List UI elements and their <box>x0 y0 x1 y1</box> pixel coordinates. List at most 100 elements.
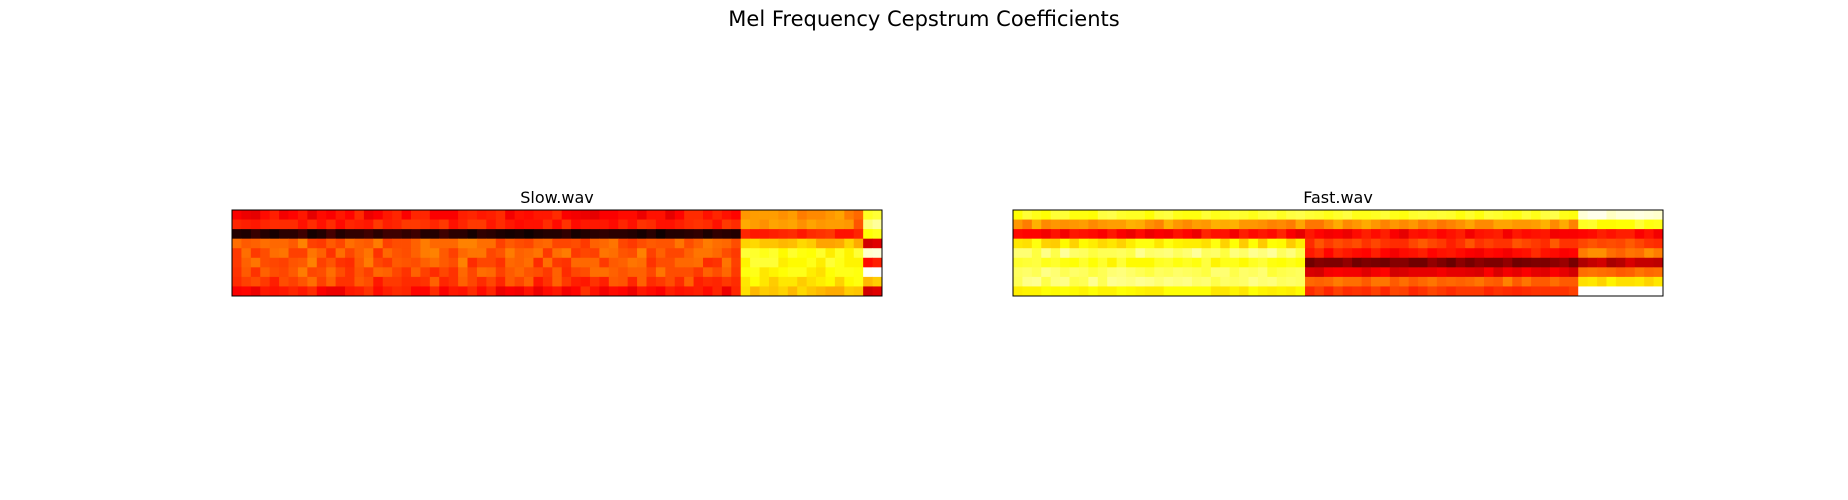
heatmap-slow-cell <box>787 210 798 220</box>
heatmap-fast-cell <box>1578 238 1589 249</box>
heatmap-slow-cell <box>731 229 742 240</box>
heatmap-slow-cell <box>420 238 431 249</box>
heatmap-fast-cell <box>1276 210 1287 220</box>
heatmap-fast-cell <box>1201 257 1212 268</box>
heatmap-slow-cell <box>712 267 723 278</box>
heatmap-slow-cell <box>373 210 384 220</box>
heatmap-slow-cell <box>806 248 817 259</box>
heatmap-fast-cell <box>1455 257 1466 268</box>
heatmap-slow-cell <box>618 238 629 249</box>
heatmap-slow-cell <box>712 210 723 220</box>
heatmap-fast-cell <box>1512 229 1523 240</box>
heatmap-fast-cell <box>1389 210 1400 220</box>
heatmap-fast-cell <box>1389 248 1400 259</box>
heatmap-slow-cell <box>599 210 610 220</box>
heatmap-fast-cell <box>1370 267 1381 278</box>
heatmap-fast-cell <box>1436 257 1447 268</box>
heatmap-fast-cell <box>1126 248 1136 259</box>
heatmap-slow-cell <box>552 248 563 259</box>
heatmap-slow-cell <box>420 229 431 240</box>
heatmap-slow-cell <box>373 257 384 268</box>
heatmap-fast-cell <box>1389 257 1400 268</box>
heatmap-slow-cell <box>316 210 327 220</box>
heatmap-slow-cell <box>750 219 760 230</box>
heatmap-fast-cell <box>1088 219 1099 230</box>
heatmap-slow-cell <box>731 267 742 278</box>
heatmap-fast-cell <box>1173 229 1183 240</box>
heatmap-slow-cell <box>740 219 751 230</box>
heatmap-fast-cell <box>1399 286 1410 297</box>
heatmap-slow-cell <box>759 276 770 287</box>
heatmap-fast-cell <box>1144 276 1155 287</box>
heatmap-slow-cell <box>797 229 808 240</box>
heatmap-slow-cell <box>787 238 798 249</box>
heatmap-slow-cell <box>759 257 770 268</box>
heatmap-slow-cells <box>232 210 883 297</box>
heatmap-slow-cell <box>655 267 666 278</box>
heatmap-fast-cell <box>1022 257 1033 268</box>
heatmap-fast-cell <box>1295 257 1306 268</box>
heatmap-fast-cell <box>1578 210 1589 220</box>
heatmap-fast-cell <box>1342 257 1353 268</box>
heatmap-fast-cell <box>1191 276 1202 287</box>
heatmap-slow-cell <box>589 229 600 240</box>
heatmap-fast-cell <box>1389 276 1400 287</box>
heatmap-fast-cell <box>1088 210 1099 220</box>
heatmap-slow-cell <box>410 286 421 297</box>
heatmap-fast-cell <box>1229 276 1240 287</box>
heatmap-slow-cell <box>872 210 883 220</box>
heatmap-fast-cell <box>1154 257 1165 268</box>
heatmap-fast-cell <box>1050 238 1061 249</box>
heatmap-slow-cell <box>759 248 770 259</box>
heatmap-fast-cell <box>1559 238 1570 249</box>
heatmap-fast-cell <box>1568 257 1579 268</box>
heatmap-slow-cell <box>627 286 638 297</box>
heatmap-fast-cell <box>1342 286 1353 297</box>
heatmap-slow-cell <box>665 210 676 220</box>
heatmap-slow-cell <box>703 248 713 259</box>
heatmap-slow-cell <box>834 229 845 240</box>
heatmap-fast-cells <box>1013 210 1664 297</box>
heatmap-fast-cell <box>1286 248 1297 259</box>
heatmap-fast-cell <box>1097 267 1108 278</box>
heatmap-fast-cell <box>1587 257 1598 268</box>
heatmap-fast-cell <box>1493 210 1504 220</box>
heatmap-fast-cell <box>1022 229 1033 240</box>
heatmap-slow-cell <box>665 238 676 249</box>
heatmap-slow-cell <box>542 257 553 268</box>
heatmap-slow-cell <box>797 210 808 220</box>
heatmap-slow-cell <box>495 257 506 268</box>
heatmap-fast-cell <box>1408 276 1419 287</box>
heatmap-fast-cell <box>1568 238 1579 249</box>
heatmap-fast-cell <box>1521 276 1532 287</box>
heatmap-slow-cell <box>533 286 544 297</box>
heatmap-fast-cell <box>1088 229 1099 240</box>
heatmap-fast-cell <box>1531 276 1541 287</box>
heatmap-slow-cell <box>279 229 289 240</box>
heatmap-fast-cell <box>1540 286 1551 297</box>
heatmap-fast-cell <box>1135 257 1146 268</box>
heatmap-fast-cell <box>1126 219 1136 230</box>
heatmap-fast-cell <box>1493 257 1504 268</box>
heatmap-slow-cell <box>260 248 271 259</box>
heatmap-slow-cell <box>486 267 497 278</box>
heatmap-fast-cell <box>1597 286 1607 297</box>
heatmap-fast-cell <box>1295 276 1306 287</box>
heatmap-slow-cell <box>392 248 402 259</box>
heatmap-slow-cell <box>476 276 487 287</box>
heatmap-slow-cell <box>806 229 817 240</box>
heatmap-fast-cell <box>1239 276 1249 287</box>
heatmap-slow-cell <box>279 219 289 230</box>
heatmap-fast-cell <box>1220 248 1231 259</box>
heatmap-fast-cell <box>1587 286 1598 297</box>
heatmap-slow-cell <box>373 248 384 259</box>
heatmap-slow-cell <box>580 267 591 278</box>
heatmap-slow-cell <box>392 276 402 287</box>
heatmap-slow-cell <box>232 238 242 249</box>
heatmap-fast-cell <box>1408 257 1419 268</box>
heatmap-fast-cell <box>1502 276 1513 287</box>
heatmap-fast-cell <box>1615 286 1626 297</box>
heatmap-slow-cell <box>721 276 732 287</box>
heatmap-slow-cell <box>703 229 713 240</box>
heatmap-fast-cell <box>1041 248 1052 259</box>
